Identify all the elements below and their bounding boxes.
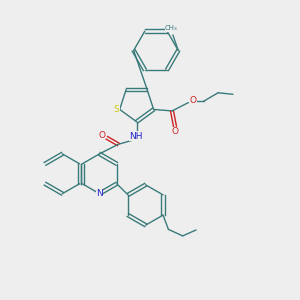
Text: O: O — [98, 131, 105, 140]
Text: NH: NH — [129, 131, 143, 140]
Text: S: S — [114, 105, 120, 114]
Text: O: O — [172, 127, 178, 136]
Text: N: N — [96, 189, 103, 198]
Text: O: O — [189, 96, 196, 105]
Text: CH₃: CH₃ — [165, 26, 178, 32]
